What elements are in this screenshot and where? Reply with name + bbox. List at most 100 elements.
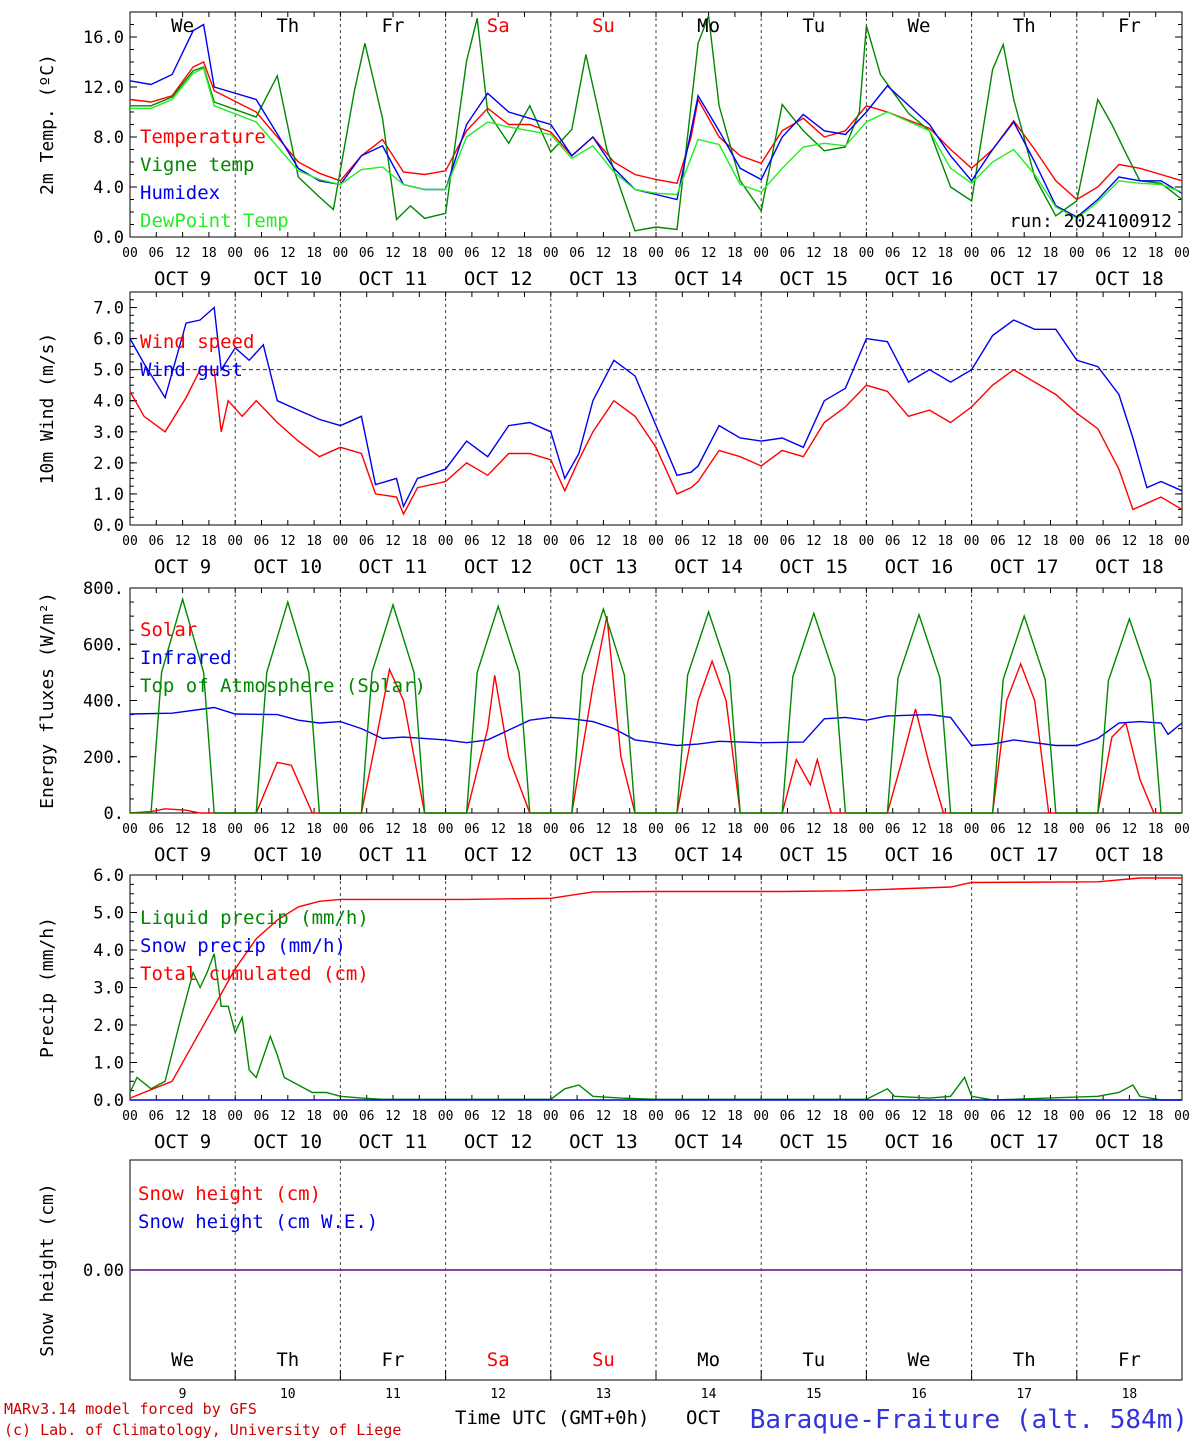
hour-tick-label: 12	[806, 246, 822, 261]
hour-tick-label: 00	[122, 822, 138, 837]
hour-tick-label: 18	[622, 534, 638, 549]
date-label: OCT 12	[464, 556, 533, 578]
hour-tick-label: 12	[1016, 534, 1032, 549]
hour-tick-label: 18	[937, 1109, 953, 1124]
hour-tick-label: 06	[464, 822, 480, 837]
series-humidex	[129, 23, 1183, 218]
hour-tick-label: 12	[280, 1109, 296, 1124]
y-tick-label: 800.	[83, 579, 124, 599]
hour-tick-label: 18	[1148, 246, 1164, 261]
date-label: OCT 9	[154, 844, 211, 866]
y-axis-label: Precip (mm/h)	[37, 917, 58, 1058]
hour-tick-label: 06	[885, 534, 901, 549]
day-number: 10	[280, 1387, 296, 1402]
panel-frame	[129, 587, 1183, 814]
hour-tick-label: 00	[1174, 1109, 1190, 1124]
hour-tick-label: 00	[964, 246, 980, 261]
hour-tick-label: 12	[175, 1109, 191, 1124]
date-label: OCT 12	[464, 1131, 533, 1153]
hour-tick-label: 06	[674, 534, 690, 549]
hour-tick-label: 00	[333, 822, 349, 837]
station-name: Baraque-Fraiture (alt. 584m)	[750, 1405, 1188, 1435]
hour-tick-label: 18	[306, 822, 322, 837]
day-name: Th	[276, 15, 299, 37]
hour-tick-label: 18	[1043, 534, 1059, 549]
hour-tick-label: 18	[727, 534, 743, 549]
date-label: OCT 14	[674, 556, 743, 578]
hour-tick-label: 06	[359, 1109, 375, 1124]
y-axis-label: 2m Temp. (ºC)	[37, 54, 58, 195]
legend-entry: Liquid precip (mm/h)	[140, 907, 369, 929]
model-credit: MARv3.14 model forced by GFS	[4, 1400, 257, 1418]
hour-tick-label: 18	[411, 534, 427, 549]
hour-tick-label: 12	[911, 534, 927, 549]
hour-tick-label: 12	[911, 822, 927, 837]
date-label: OCT 16	[885, 1131, 954, 1153]
y-tick-label: 2.0	[93, 1016, 124, 1036]
y-tick-label: 1.0	[93, 1054, 124, 1074]
hour-tick-label: 06	[885, 1109, 901, 1124]
hour-tick-label: 18	[411, 822, 427, 837]
hour-tick-label: 06	[1095, 246, 1111, 261]
day-name: Fr	[382, 15, 405, 37]
legend-entry: Wind gust	[140, 359, 243, 381]
day-number: 11	[385, 1387, 401, 1402]
panel-temperature: 0.0 4.0 8.0 12.0 16.0 2m Temp. (ºC) Temperatur…	[37, 11, 1190, 290]
legend-entry: Wind speed	[140, 331, 254, 353]
hour-tick-label: 06	[148, 246, 164, 261]
hour-tick-label: 12	[490, 246, 506, 261]
hour-tick-label: 18	[517, 534, 533, 549]
date-label: OCT 18	[1095, 556, 1164, 578]
hour-tick-label: 18	[517, 1109, 533, 1124]
hour-tick-label: 18	[937, 534, 953, 549]
hour-tick-label: 18	[727, 1109, 743, 1124]
y-axis-label: Snow height (cm)	[37, 1183, 58, 1356]
footer: Time UTC (GMT+0h) OCT Baraque-Fraiture (al…	[4, 1400, 1188, 1439]
day-name: Th	[276, 1349, 299, 1371]
series-top-of-atmosphere-solar-	[130, 596, 1182, 814]
y-tick-label: 4.0	[93, 941, 124, 961]
hour-tick-label: 12	[490, 534, 506, 549]
legend-entry: DewPoint Temp	[140, 210, 289, 232]
hour-tick-label: 06	[254, 1109, 270, 1124]
hour-tick-label: 18	[306, 246, 322, 261]
hour-tick-label: 18	[201, 534, 217, 549]
day-name: Th	[1013, 1349, 1036, 1371]
hour-tick-label: 18	[1043, 822, 1059, 837]
legend-entry: Snow precip (mm/h)	[140, 935, 346, 957]
hour-tick-label: 00	[543, 246, 559, 261]
hour-tick-label: 00	[859, 822, 875, 837]
hour-tick-label: 12	[1016, 246, 1032, 261]
date-label: OCT 15	[779, 556, 848, 578]
y-axis-label: Energy fluxes (W/m²)	[37, 592, 58, 809]
hour-tick-label: 12	[596, 822, 612, 837]
hour-tick-label: 06	[569, 246, 585, 261]
series-wind-gust	[129, 306, 1183, 509]
date-label: OCT 13	[569, 268, 638, 290]
hour-tick-label: 00	[648, 534, 664, 549]
hour-tick-label: 06	[1095, 822, 1111, 837]
day-name: We	[908, 1349, 931, 1371]
day-number: 18	[1122, 1387, 1138, 1402]
date-label: OCT 11	[359, 844, 428, 866]
day-name: Fr	[1118, 15, 1141, 37]
hour-tick-label: 06	[359, 822, 375, 837]
hour-tick-label: 00	[859, 246, 875, 261]
hour-tick-label: 06	[1095, 1109, 1111, 1124]
hour-tick-label: 00	[227, 246, 243, 261]
hour-tick-label: 12	[1016, 822, 1032, 837]
date-label: OCT 12	[464, 844, 533, 866]
date-label: OCT 12	[464, 268, 533, 290]
hour-tick-label: 00	[438, 534, 454, 549]
date-label: OCT 14	[674, 844, 743, 866]
hour-tick-label: 18	[1043, 246, 1059, 261]
hour-tick-label: 18	[937, 822, 953, 837]
hour-tick-label: 06	[254, 246, 270, 261]
hour-tick-label: 18	[1148, 534, 1164, 549]
hour-tick-label: 12	[490, 1109, 506, 1124]
y-tick-label: 8.0	[93, 128, 124, 148]
hour-tick-label: 06	[464, 1109, 480, 1124]
date-label: OCT 15	[779, 1131, 848, 1153]
y-tick-label: 400.	[83, 692, 124, 712]
